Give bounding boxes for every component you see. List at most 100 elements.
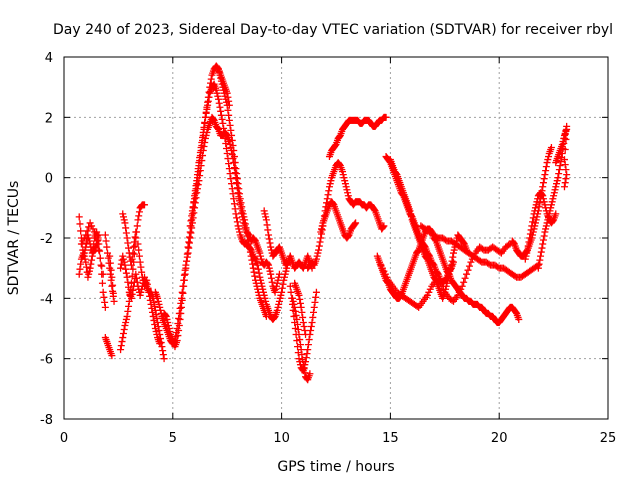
data-point (223, 150, 231, 158)
data-point (336, 132, 344, 140)
data-point (159, 347, 167, 355)
data-point (242, 224, 250, 232)
data-point (88, 222, 96, 230)
data-point (296, 336, 304, 344)
data-point (238, 203, 246, 211)
data-point (465, 262, 473, 270)
data-point (217, 77, 225, 85)
data-point (185, 244, 193, 252)
data-point (339, 168, 347, 176)
data-point (230, 153, 238, 161)
data-point (93, 240, 101, 248)
data-point (173, 337, 181, 345)
data-point (316, 238, 324, 246)
data-point (224, 106, 232, 114)
data-point (137, 288, 145, 296)
x-tick-label: 5 (169, 431, 177, 446)
data-point (301, 369, 309, 377)
data-point (234, 222, 242, 230)
data-point (370, 206, 378, 214)
data-point (123, 273, 131, 281)
data-point (222, 98, 230, 106)
data-point (351, 220, 359, 228)
data-point (545, 153, 553, 161)
data-point (188, 207, 196, 215)
data-point (249, 264, 257, 272)
data-point (542, 167, 550, 175)
data-point (435, 278, 443, 286)
y-tick-label: -6 (40, 353, 53, 368)
y-tick-label: -2 (40, 232, 53, 247)
data-point (106, 259, 114, 267)
data-point (223, 101, 231, 109)
data-point (291, 307, 299, 315)
data-point (352, 219, 360, 227)
data-point (278, 284, 286, 292)
data-point (230, 164, 238, 172)
data-points (75, 62, 571, 384)
series-arc-14 (260, 207, 316, 272)
data-point (221, 92, 229, 100)
data-point (160, 355, 168, 363)
data-point (99, 270, 107, 278)
data-point (103, 243, 111, 251)
data-point (214, 92, 222, 100)
data-point (301, 327, 309, 335)
data-point (253, 282, 261, 290)
data-point (532, 201, 540, 209)
data-point (262, 216, 270, 224)
data-point (174, 332, 182, 340)
data-point (290, 300, 298, 308)
data-point (227, 126, 235, 134)
data-point (558, 140, 566, 148)
data-point (147, 300, 155, 308)
data-point (544, 156, 552, 164)
data-point (182, 264, 190, 272)
data-point (107, 266, 115, 274)
data-point (292, 311, 300, 319)
data-point (143, 276, 151, 284)
data-point (537, 248, 545, 256)
data-point (535, 260, 543, 268)
data-point (177, 309, 185, 317)
data-point (225, 111, 233, 119)
data-point (448, 257, 456, 265)
data-point (185, 239, 193, 247)
data-point (560, 183, 568, 191)
data-point (90, 228, 98, 236)
data-point (264, 260, 272, 268)
data-point (124, 307, 132, 315)
data-point (148, 304, 156, 312)
data-point (108, 273, 116, 281)
data-point (312, 255, 320, 263)
data-point (283, 259, 291, 267)
data-point (304, 341, 312, 349)
data-point (235, 225, 243, 233)
data-point (135, 212, 143, 220)
data-point (344, 189, 352, 197)
data-point (233, 179, 241, 187)
data-point (377, 261, 385, 269)
data-point (135, 252, 143, 260)
data-point (309, 313, 317, 321)
data-point (294, 320, 302, 328)
data-point (233, 170, 241, 178)
data-point (296, 295, 304, 303)
data-point (273, 279, 281, 287)
data-point (245, 240, 253, 248)
data-point (266, 239, 274, 247)
data-point (528, 222, 536, 230)
data-point (148, 308, 156, 316)
data-point (109, 289, 117, 297)
data-point (185, 233, 193, 241)
data-point (76, 220, 84, 228)
data-point (304, 346, 312, 354)
data-point (83, 227, 91, 235)
y-tick-label: 4 (45, 51, 53, 66)
data-point (159, 351, 167, 359)
data-point (99, 288, 107, 296)
data-point (317, 234, 325, 242)
data-point (132, 228, 140, 236)
data-point (239, 210, 247, 218)
series-arc-18 (304, 159, 388, 272)
